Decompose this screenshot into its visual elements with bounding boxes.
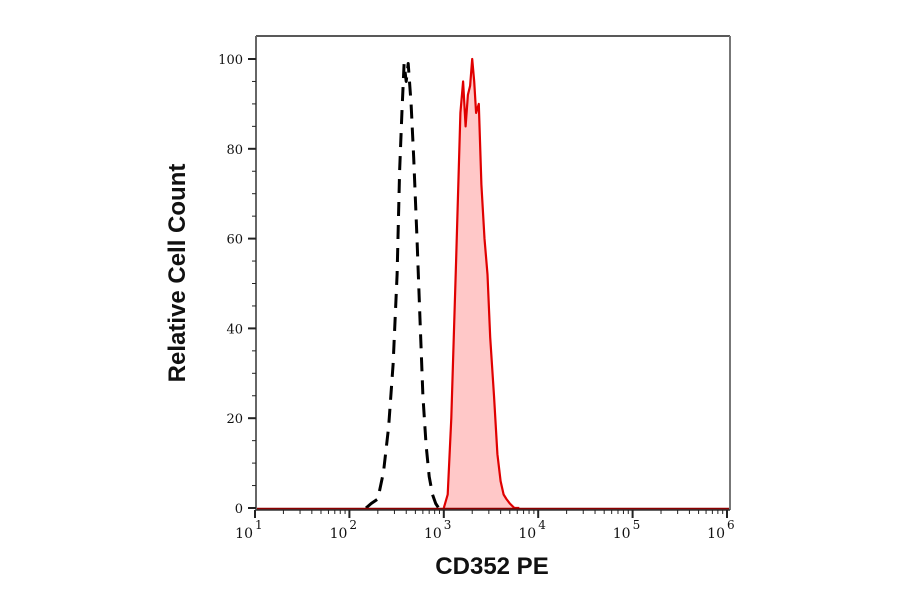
svg-text:10: 10 bbox=[613, 526, 631, 542]
svg-text:10: 10 bbox=[518, 526, 536, 542]
svg-text:3: 3 bbox=[444, 518, 452, 532]
svg-text:6: 6 bbox=[727, 518, 735, 532]
plot-area bbox=[256, 57, 730, 511]
x-tick-label: 104 bbox=[518, 518, 546, 542]
y-tick-label: 40 bbox=[226, 322, 243, 337]
stained-histogram-line bbox=[442, 57, 520, 510]
x-tick-label: 105 bbox=[613, 518, 640, 542]
svg-text:10: 10 bbox=[235, 526, 253, 542]
x-tick-label: 106 bbox=[707, 518, 734, 542]
control-histogram-line bbox=[365, 62, 442, 510]
svg-text:5: 5 bbox=[633, 518, 641, 532]
svg-text:10: 10 bbox=[330, 526, 348, 542]
y-tick-label: 0 bbox=[235, 502, 243, 517]
y-tick-label: 60 bbox=[226, 233, 243, 248]
y-tick-label: 100 bbox=[218, 53, 243, 68]
y-tick-label: 80 bbox=[226, 143, 243, 158]
y-tick-label: 20 bbox=[226, 412, 243, 427]
stained-histogram-fill bbox=[443, 59, 520, 508]
svg-text:1: 1 bbox=[255, 518, 263, 532]
x-axis-label: CD352 PE bbox=[435, 553, 549, 580]
svg-text:10: 10 bbox=[424, 526, 442, 542]
svg-text:4: 4 bbox=[538, 518, 546, 532]
x-tick-label: 102 bbox=[330, 518, 357, 542]
svg-text:10: 10 bbox=[707, 526, 725, 542]
svg-text:2: 2 bbox=[349, 518, 357, 532]
x-tick-label: 103 bbox=[424, 518, 451, 542]
y-axis-label: Relative Cell Count bbox=[164, 163, 191, 383]
x-tick-label: 101 bbox=[235, 518, 262, 542]
